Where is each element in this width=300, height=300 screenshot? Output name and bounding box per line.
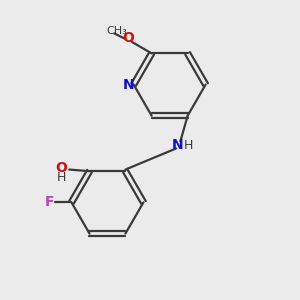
Text: F: F [45,195,55,209]
Text: H: H [184,139,193,152]
Text: CH₃: CH₃ [107,26,128,35]
Text: O: O [56,161,68,175]
Text: O: O [122,32,134,45]
Text: H: H [57,171,66,184]
Text: N: N [172,138,184,152]
Text: N: N [123,78,134,92]
